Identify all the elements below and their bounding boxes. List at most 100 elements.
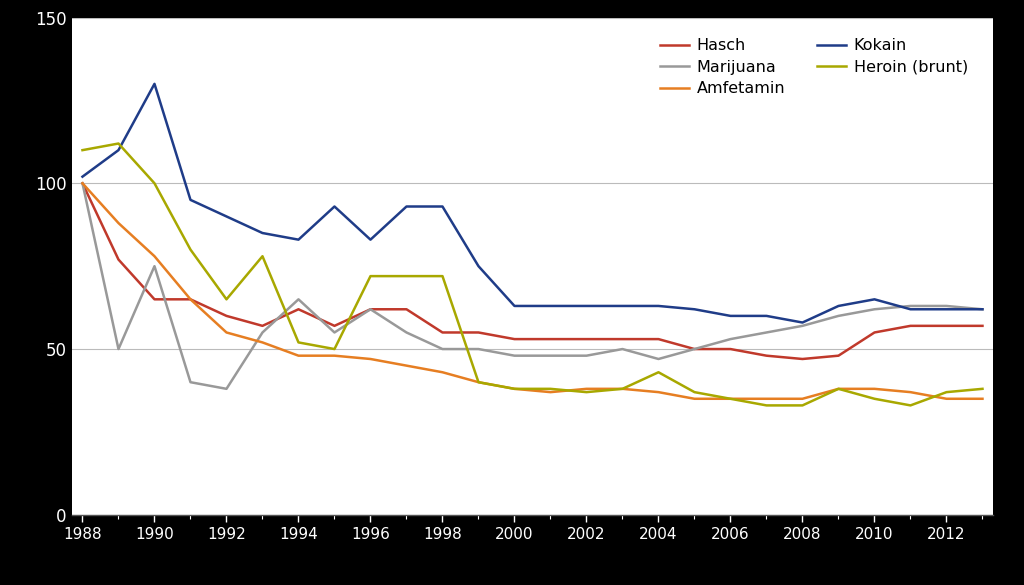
Kokain	[724, 312, 736, 319]
Hasch	[365, 306, 377, 313]
Kokain	[904, 306, 916, 313]
Kokain	[581, 302, 593, 309]
Kokain	[77, 173, 89, 180]
Heroin (brunt)	[77, 147, 89, 154]
Heroin (brunt)	[329, 346, 341, 353]
Amfetamin	[508, 386, 520, 393]
Marijuana	[292, 296, 304, 303]
Legend: Hasch, Marijuana, Amfetamin, Kokain, Heroin (brunt): Hasch, Marijuana, Amfetamin, Kokain, Her…	[652, 30, 976, 104]
Heroin (brunt)	[220, 296, 232, 303]
Hasch	[256, 322, 268, 329]
Marijuana	[761, 329, 773, 336]
Amfetamin	[220, 329, 232, 336]
Heroin (brunt)	[761, 402, 773, 409]
Kokain	[976, 306, 988, 313]
Heroin (brunt)	[472, 378, 484, 386]
Amfetamin	[904, 388, 916, 395]
Kokain	[508, 302, 520, 309]
Hasch	[184, 296, 197, 303]
Heroin (brunt)	[688, 388, 700, 395]
Hasch	[833, 352, 845, 359]
Marijuana	[472, 346, 484, 353]
Hasch	[436, 329, 449, 336]
Amfetamin	[545, 388, 557, 395]
Heroin (brunt)	[616, 386, 629, 393]
Kokain	[616, 302, 629, 309]
Amfetamin	[436, 369, 449, 376]
Heroin (brunt)	[508, 386, 520, 393]
Hasch	[148, 296, 161, 303]
Hasch	[652, 336, 665, 343]
Hasch	[724, 346, 736, 353]
Heroin (brunt)	[904, 402, 916, 409]
Hasch	[688, 346, 700, 353]
Amfetamin	[292, 352, 304, 359]
Amfetamin	[797, 395, 809, 402]
Heroin (brunt)	[868, 395, 881, 402]
Amfetamin	[724, 395, 736, 402]
Marijuana	[113, 346, 125, 353]
Amfetamin	[472, 378, 484, 386]
Hasch	[616, 336, 629, 343]
Kokain	[688, 306, 700, 313]
Heroin (brunt)	[833, 386, 845, 393]
Marijuana	[436, 346, 449, 353]
Marijuana	[652, 356, 665, 363]
Marijuana	[581, 352, 593, 359]
Amfetamin	[761, 395, 773, 402]
Hasch	[508, 336, 520, 343]
Amfetamin	[688, 395, 700, 402]
Heroin (brunt)	[113, 140, 125, 147]
Line: Hasch: Hasch	[83, 183, 982, 359]
Kokain	[797, 319, 809, 326]
Hasch	[472, 329, 484, 336]
Marijuana	[400, 329, 413, 336]
Kokain	[256, 229, 268, 236]
Amfetamin	[77, 180, 89, 187]
Marijuana	[797, 322, 809, 329]
Marijuana	[976, 306, 988, 313]
Amfetamin	[581, 386, 593, 393]
Kokain	[436, 203, 449, 210]
Amfetamin	[976, 395, 988, 402]
Marijuana	[724, 336, 736, 343]
Marijuana	[365, 306, 377, 313]
Hasch	[545, 336, 557, 343]
Heroin (brunt)	[724, 395, 736, 402]
Kokain	[545, 302, 557, 309]
Marijuana	[688, 346, 700, 353]
Marijuana	[904, 302, 916, 309]
Hasch	[976, 322, 988, 329]
Kokain	[220, 213, 232, 220]
Heroin (brunt)	[184, 246, 197, 253]
Hasch	[292, 306, 304, 313]
Hasch	[940, 322, 952, 329]
Marijuana	[256, 329, 268, 336]
Hasch	[761, 352, 773, 359]
Amfetamin	[365, 356, 377, 363]
Kokain	[184, 197, 197, 204]
Hasch	[797, 356, 809, 363]
Kokain	[113, 147, 125, 154]
Hasch	[113, 256, 125, 263]
Kokain	[329, 203, 341, 210]
Hasch	[868, 329, 881, 336]
Line: Marijuana: Marijuana	[83, 183, 982, 389]
Heroin (brunt)	[436, 273, 449, 280]
Amfetamin	[616, 386, 629, 393]
Heroin (brunt)	[652, 369, 665, 376]
Kokain	[940, 306, 952, 313]
Marijuana	[220, 386, 232, 393]
Line: Kokain: Kokain	[83, 84, 982, 322]
Marijuana	[833, 312, 845, 319]
Marijuana	[77, 180, 89, 187]
Amfetamin	[184, 296, 197, 303]
Amfetamin	[256, 339, 268, 346]
Line: Heroin (brunt): Heroin (brunt)	[83, 143, 982, 405]
Kokain	[400, 203, 413, 210]
Heroin (brunt)	[400, 273, 413, 280]
Heroin (brunt)	[581, 388, 593, 395]
Heroin (brunt)	[365, 273, 377, 280]
Amfetamin	[652, 388, 665, 395]
Hasch	[77, 180, 89, 187]
